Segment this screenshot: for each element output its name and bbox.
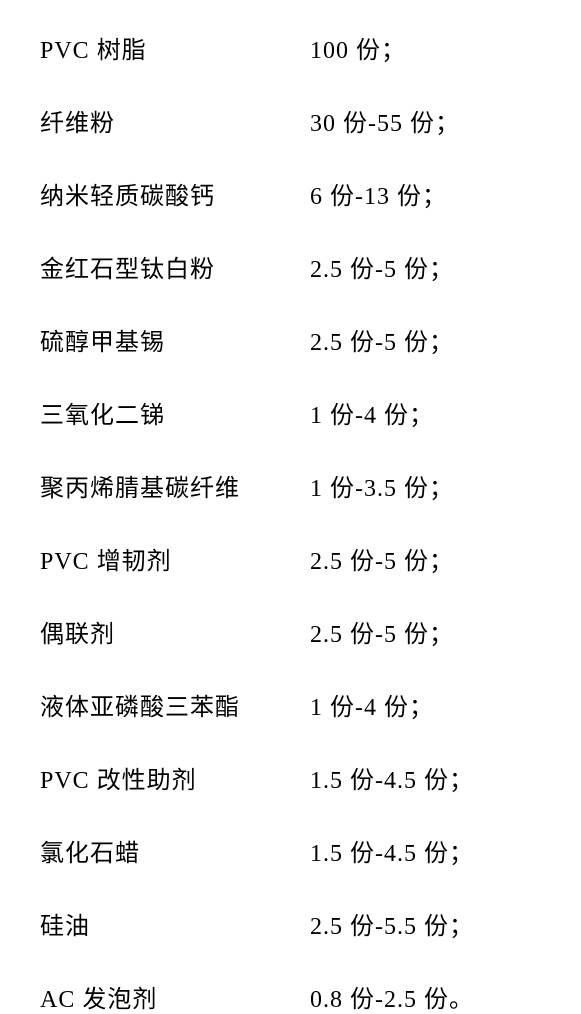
ingredient-cell: 聚丙烯腈基碳纤维 (40, 468, 310, 503)
amount-cell: 2.5 份-5 份； (310, 614, 454, 649)
table-row: 金红石型钛白粉 2.5 份-5 份； (40, 249, 541, 284)
amount-cell: 2.5 份-5 份； (310, 322, 454, 357)
ingredient-cell: PVC 增韧剂 (40, 541, 310, 576)
ingredient-cell: 氯化石蜡 (40, 833, 310, 868)
table-row: 硅油 2.5 份-5.5 份； (40, 906, 541, 941)
table-row: PVC 增韧剂 2.5 份-5 份； (40, 541, 541, 576)
amount-cell: 1 份-3.5 份； (310, 468, 454, 503)
amount-cell: 2.5 份-5 份； (310, 249, 454, 284)
table-row: PVC 改性助剂 1.5 份-4.5 份； (40, 760, 541, 795)
amount-cell: 2.5 份-5 份； (310, 541, 454, 576)
amount-cell: 30 份-55 份； (310, 103, 460, 138)
amount-cell: 1 份-4 份； (310, 395, 434, 430)
table-row: PVC 树脂 100 份； (40, 30, 541, 65)
ingredient-cell: 硅油 (40, 906, 310, 941)
ingredient-cell: PVC 改性助剂 (40, 760, 310, 795)
ingredient-cell: 纳米轻质碳酸钙 (40, 176, 310, 211)
table-row: 氯化石蜡 1.5 份-4.5 份； (40, 833, 541, 868)
ingredient-cell: AC 发泡剂 (40, 979, 310, 1014)
amount-cell: 6 份-13 份； (310, 176, 447, 211)
amount-cell: 1.5 份-4.5 份； (310, 833, 474, 868)
ingredient-cell: 硫醇甲基锡 (40, 322, 310, 357)
amount-cell: 2.5 份-5.5 份； (310, 906, 474, 941)
ingredient-cell: 金红石型钛白粉 (40, 249, 310, 284)
table-row: 三氧化二锑 1 份-4 份； (40, 395, 541, 430)
table-row: AC 发泡剂 0.8 份-2.5 份。 (40, 979, 541, 1014)
composition-table: PVC 树脂 100 份； 纤维粉 30 份-55 份； 纳米轻质碳酸钙 6 份… (40, 30, 541, 1014)
table-row: 液体亚磷酸三苯酯 1 份-4 份； (40, 687, 541, 722)
ingredient-cell: 液体亚磷酸三苯酯 (40, 687, 310, 722)
table-row: 硫醇甲基锡 2.5 份-5 份； (40, 322, 541, 357)
table-row: 纤维粉 30 份-55 份； (40, 103, 541, 138)
table-row: 聚丙烯腈基碳纤维 1 份-3.5 份； (40, 468, 541, 503)
ingredient-cell: 三氧化二锑 (40, 395, 310, 430)
ingredient-cell: 偶联剂 (40, 614, 310, 649)
ingredient-cell: 纤维粉 (40, 103, 310, 138)
ingredient-cell: PVC 树脂 (40, 30, 310, 65)
table-row: 偶联剂 2.5 份-5 份； (40, 614, 541, 649)
amount-cell: 1.5 份-4.5 份； (310, 760, 474, 795)
amount-cell: 1 份-4 份； (310, 687, 434, 722)
table-row: 纳米轻质碳酸钙 6 份-13 份； (40, 176, 541, 211)
amount-cell: 0.8 份-2.5 份。 (310, 979, 474, 1014)
amount-cell: 100 份； (310, 30, 406, 65)
